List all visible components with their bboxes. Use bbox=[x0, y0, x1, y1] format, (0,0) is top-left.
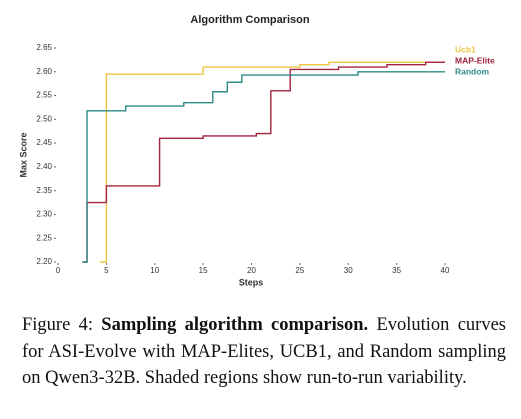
legend-label: MAP-Elite bbox=[455, 55, 495, 65]
y-tick-label: 2.50 bbox=[36, 114, 52, 123]
caption-text: Evolution curves for ASI-Evolve with MAP… bbox=[22, 315, 506, 388]
y-tick-label: 2.20 bbox=[36, 257, 52, 266]
caption-bold: Sampling algorithm comparison. bbox=[101, 315, 369, 335]
y-tick-label: 2.30 bbox=[36, 210, 52, 219]
chart: Algorithm Comparison Steps Max Score 2.2… bbox=[18, 14, 495, 287]
y-tick-label: 2.35 bbox=[36, 186, 52, 195]
y-tick-label: 2.45 bbox=[36, 138, 52, 147]
y-tick-label: 2.60 bbox=[36, 67, 52, 76]
x-tick-label: 20 bbox=[247, 266, 256, 275]
y-tick-label: 2.55 bbox=[36, 91, 52, 100]
y-tick-label: 2.25 bbox=[36, 233, 52, 242]
x-tick-label: 30 bbox=[344, 266, 353, 275]
y-tick-label: 2.65 bbox=[36, 43, 52, 52]
x-tick-label: 10 bbox=[150, 266, 159, 275]
x-tick-label: 15 bbox=[199, 266, 208, 275]
series-line bbox=[83, 61, 445, 263]
legend-label: Ucb1 bbox=[455, 44, 476, 54]
x-tick-label: 5 bbox=[104, 266, 109, 275]
x-axis-label: Steps bbox=[239, 277, 264, 287]
series-line bbox=[82, 71, 445, 263]
legend-label: Random bbox=[455, 66, 489, 76]
x-tick-label: 0 bbox=[56, 266, 61, 275]
x-tick-label: 25 bbox=[295, 266, 304, 275]
caption-label: Figure 4: bbox=[22, 315, 93, 335]
y-tick-label: 2.40 bbox=[36, 162, 52, 171]
x-tick-label: 35 bbox=[392, 266, 401, 275]
chart-title: Algorithm Comparison bbox=[190, 14, 309, 26]
caption: Figure 4: Sampling algorithm comparison.… bbox=[22, 312, 506, 392]
series-line bbox=[99, 61, 445, 263]
x-tick-label: 40 bbox=[441, 266, 450, 275]
y-axis-label: Max Score bbox=[18, 132, 28, 177]
